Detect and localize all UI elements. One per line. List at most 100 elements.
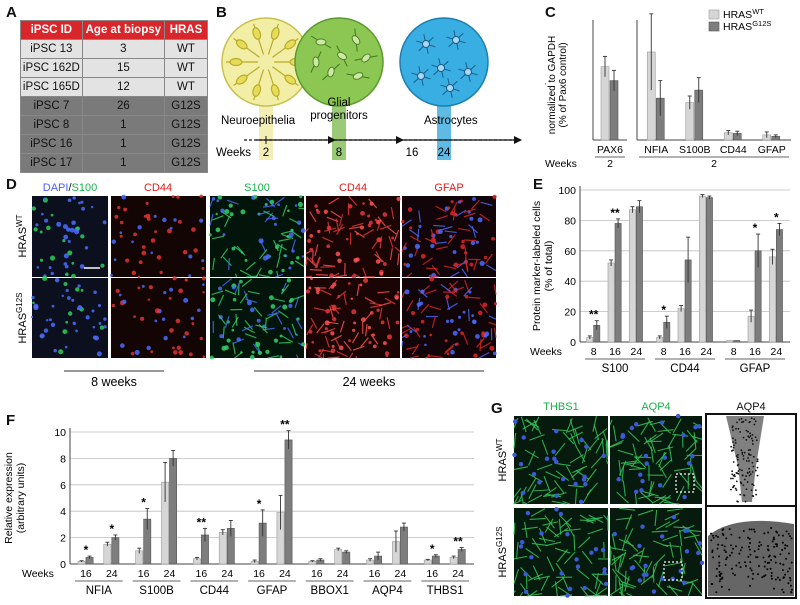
legend-label: HRASG12S	[723, 19, 771, 33]
aqp4-puncta	[718, 562, 720, 564]
cell-nucleus	[215, 213, 217, 215]
aqp4-puncta	[733, 444, 735, 446]
aqp4-puncta	[752, 434, 754, 436]
cell-nucleus	[169, 328, 174, 333]
aqp4-puncta	[736, 421, 738, 423]
cell-nucleus	[383, 262, 387, 266]
cell-nucleus	[429, 334, 432, 337]
aqp4-puncta	[740, 481, 742, 483]
cell-nucleus	[460, 331, 464, 335]
table-cell: 1	[82, 116, 164, 135]
cell-nucleus	[325, 327, 328, 330]
cell-nucleus	[604, 582, 608, 586]
cell-nucleus	[81, 289, 84, 292]
cell-nucleus	[351, 309, 356, 314]
cell-nucleus	[493, 195, 497, 199]
cell-nucleus	[35, 223, 38, 226]
cell-nucleus	[602, 567, 606, 571]
cell-nucleus	[360, 283, 363, 286]
genotype-row-label: HRASWT	[495, 438, 509, 481]
aqp4-puncta	[787, 582, 789, 584]
cell-nucleus	[142, 245, 146, 249]
cell-nucleus	[325, 320, 330, 325]
aqp4-puncta	[752, 466, 754, 468]
cell-nucleus	[80, 264, 85, 269]
aqp4-puncta	[735, 439, 737, 441]
cell-nucleus	[576, 564, 580, 568]
cell-nucleus	[491, 237, 495, 241]
aqp4-puncta	[753, 424, 755, 426]
cell-nucleus	[613, 532, 617, 536]
cell-nucleus	[468, 290, 471, 293]
aqp4-puncta	[759, 541, 761, 543]
cell-nucleus	[325, 309, 330, 314]
aqp4-puncta	[745, 501, 747, 503]
aqp4-puncta	[764, 565, 766, 567]
cell-nucleus	[579, 438, 583, 442]
bar-wt	[335, 549, 342, 564]
aqp4-puncta	[779, 579, 781, 581]
cell-nucleus	[65, 321, 68, 324]
aqp4-puncta	[752, 578, 754, 580]
cell-nucleus	[176, 196, 179, 199]
category-label: THBS1	[427, 585, 464, 597]
cell-nucleus	[461, 240, 465, 244]
cell-nucleus	[277, 203, 280, 206]
aqp4-puncta	[728, 589, 730, 591]
weeks-axis-label: Weeks	[216, 147, 251, 159]
cell-nucleus	[250, 308, 255, 313]
cell-nucleus	[178, 220, 182, 224]
aqp4-puncta	[791, 589, 793, 591]
cell-nucleus	[65, 346, 68, 349]
significance-marker: **	[589, 308, 599, 322]
cell-nucleus	[283, 327, 286, 330]
aqp4-puncta	[747, 576, 749, 578]
cell-nucleus	[309, 234, 313, 238]
aqp4-puncta	[779, 553, 781, 555]
aqp4-puncta	[741, 418, 743, 420]
significance-marker: *	[109, 522, 114, 536]
cell-nucleus	[582, 474, 586, 478]
cell-nucleus	[178, 288, 183, 293]
cell-nucleus	[463, 311, 466, 314]
y-tick-label: 8	[60, 453, 66, 465]
aqp4-puncta	[790, 585, 792, 587]
cell-nucleus	[298, 202, 303, 207]
bar-g12s	[636, 207, 642, 342]
aqp4-puncta	[784, 547, 786, 549]
aqp4-puncta	[734, 574, 736, 576]
table-cell: WT	[164, 59, 207, 78]
astro-cell	[438, 65, 445, 72]
channel-label: DAPI/S100	[43, 182, 97, 194]
aqp4-puncta	[738, 470, 740, 472]
cell-nucleus	[360, 226, 364, 230]
cell-nucleus	[630, 426, 634, 430]
cell-nucleus	[183, 336, 186, 339]
aqp4-puncta	[719, 571, 721, 573]
genotype-row-label: HRASG12S	[15, 292, 29, 343]
aqp4-puncta	[716, 568, 718, 570]
cell-nucleus	[141, 251, 146, 256]
aqp4-puncta	[736, 500, 738, 502]
cell-nucleus	[352, 329, 355, 332]
aqp4-puncta	[763, 575, 765, 577]
cell-nucleus	[545, 457, 549, 461]
cell-nucleus	[458, 328, 461, 331]
cell-nucleus	[159, 271, 162, 274]
cell-nucleus	[348, 339, 351, 342]
aqp4-puncta	[749, 432, 751, 434]
week-label: 2	[711, 158, 717, 170]
cell-nucleus	[268, 270, 273, 275]
cell-nucleus	[184, 331, 188, 335]
bar-g12s	[400, 527, 407, 564]
aqp4-puncta	[741, 546, 743, 548]
cell-nucleus	[63, 235, 68, 240]
significance-marker: *	[430, 542, 435, 556]
cell-nucleus	[80, 201, 83, 204]
aqp4-puncta	[757, 475, 759, 477]
cell-nucleus	[218, 195, 223, 200]
category-label: NFIA	[644, 144, 668, 156]
